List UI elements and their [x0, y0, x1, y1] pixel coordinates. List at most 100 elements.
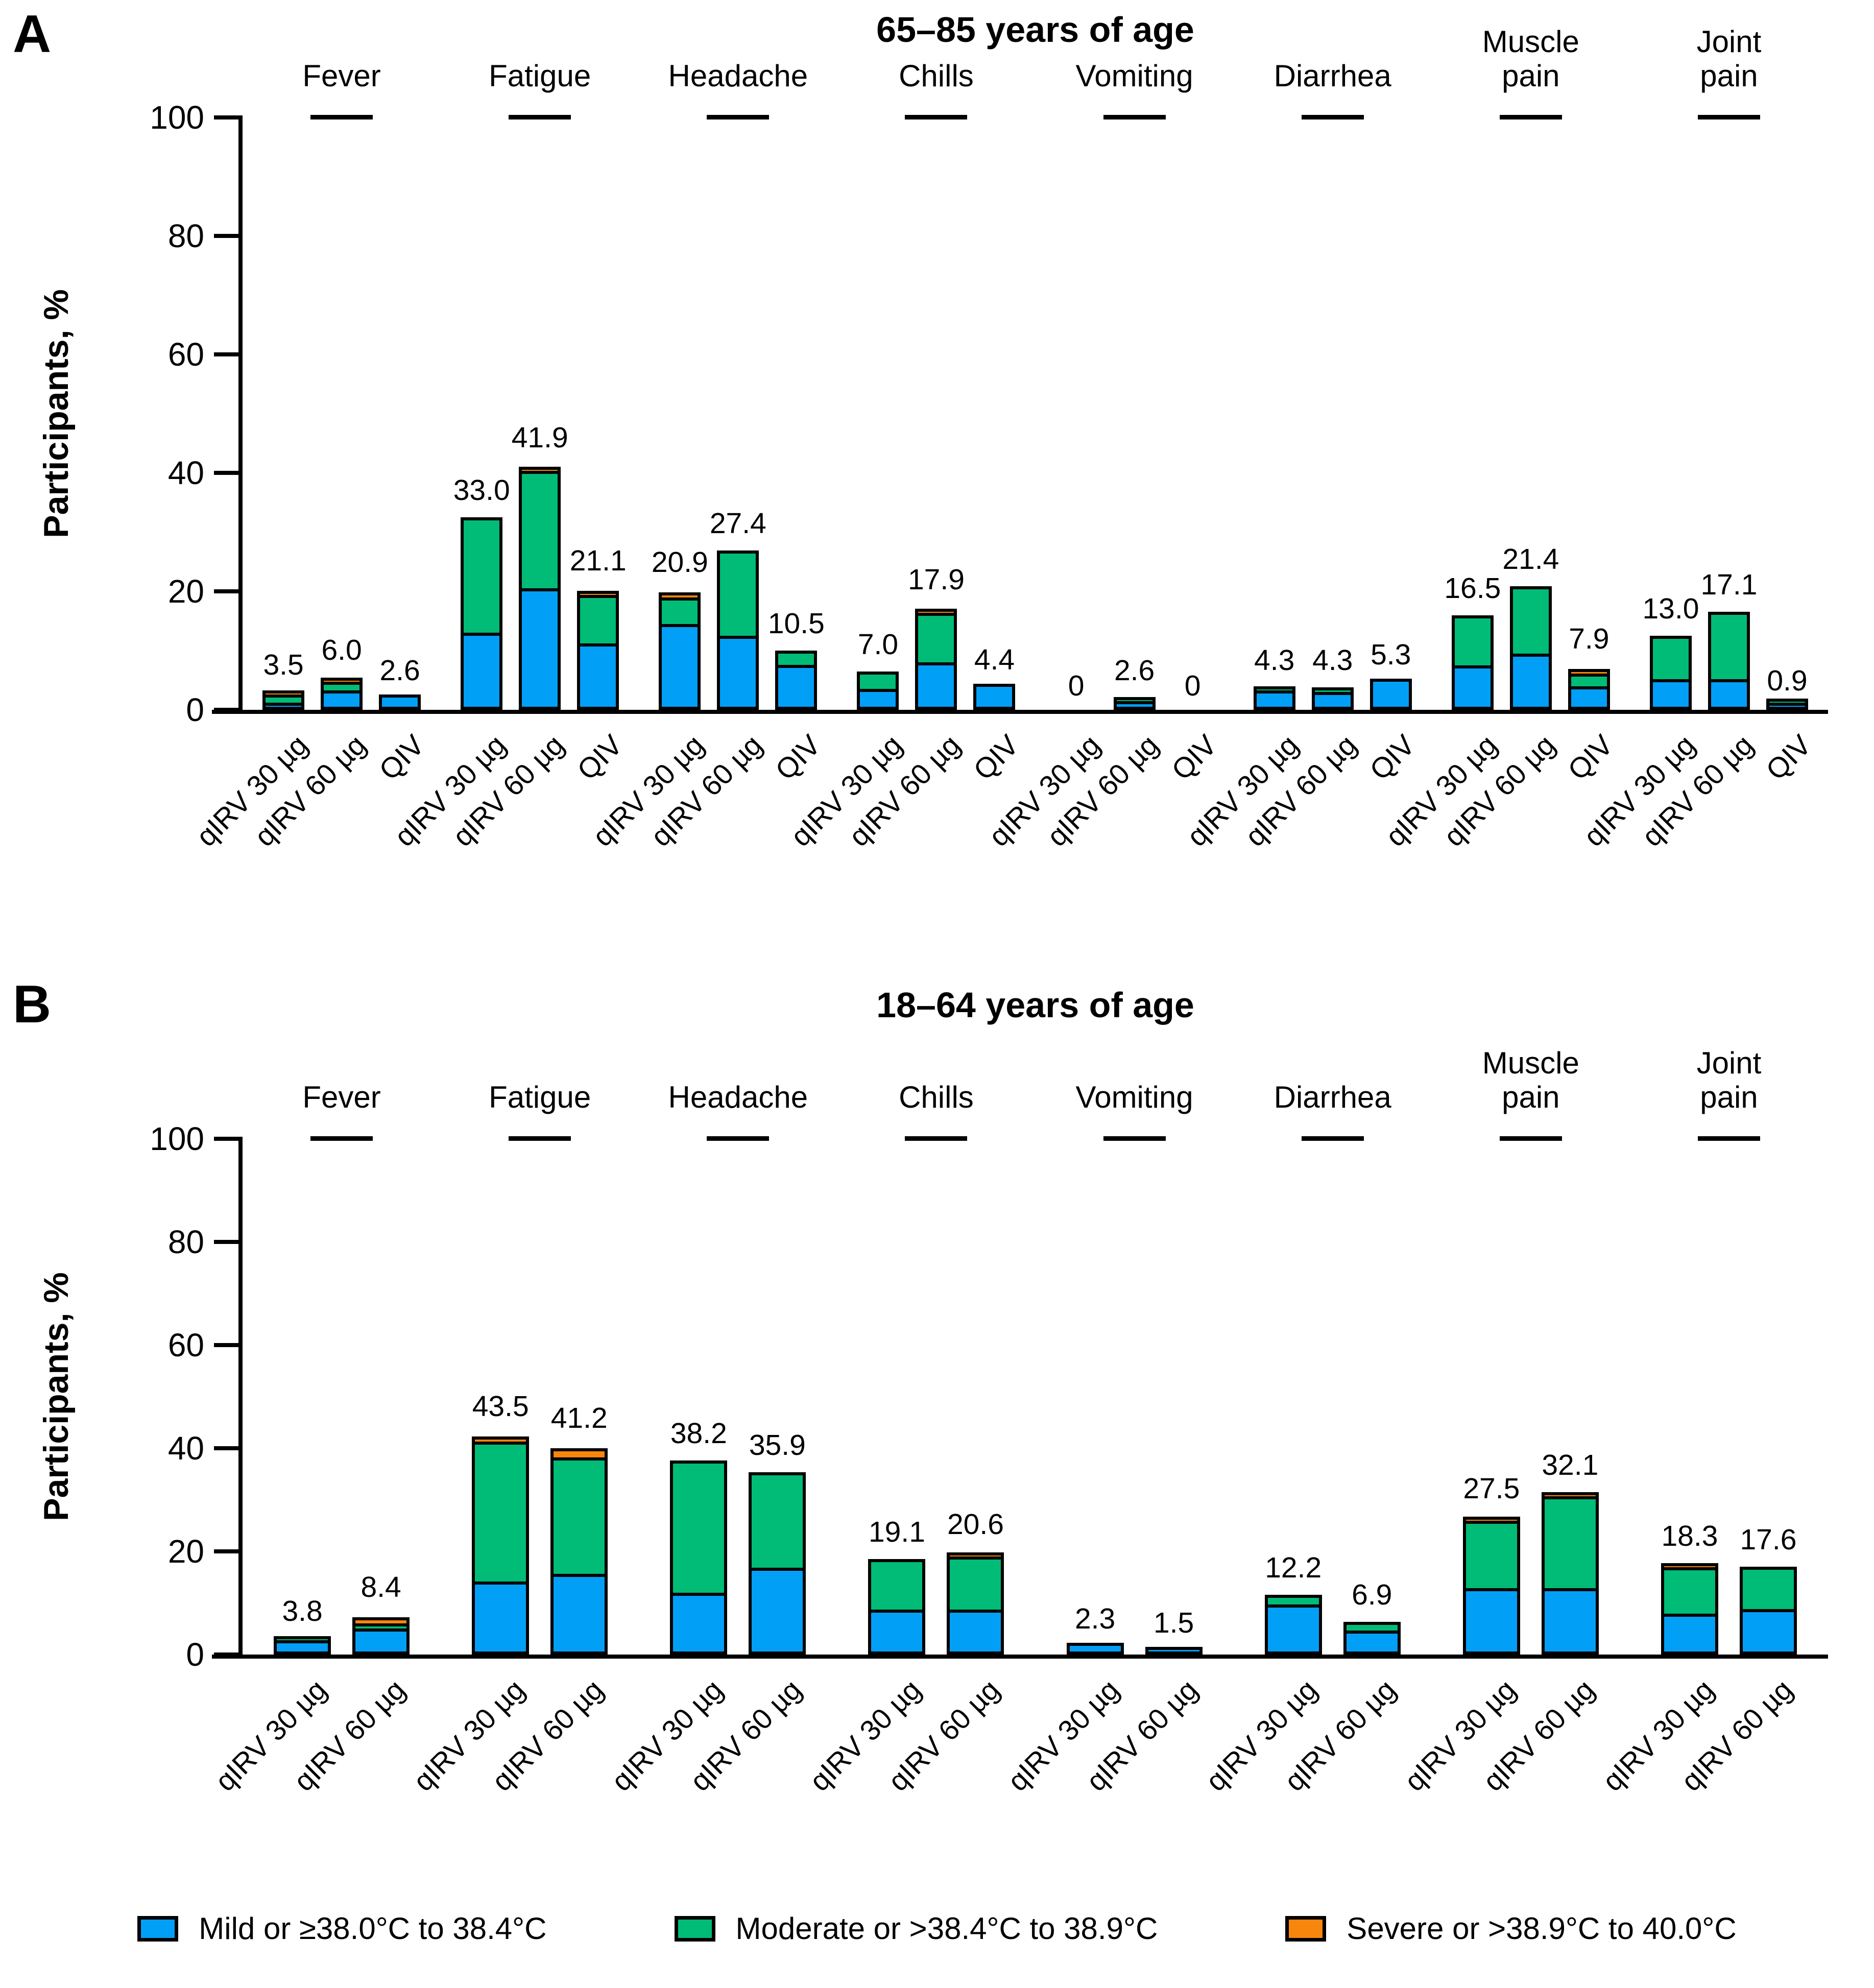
mild-segment: [670, 1592, 728, 1655]
category-underline: [707, 1136, 770, 1141]
mild-segment: [262, 703, 305, 710]
mild-segment: [472, 1581, 530, 1655]
bar-value-label: 2.3: [1074, 1602, 1116, 1635]
stacked-bar-qirv-30-µg: [1066, 1642, 1124, 1655]
category-header: Headache: [668, 58, 808, 93]
mild-segment: [1766, 703, 1808, 710]
y-tick-label: 80: [167, 1224, 204, 1260]
moderate-segment: [1462, 1521, 1520, 1591]
stacked-bar-qirv-60-µg: [352, 1617, 410, 1655]
bar-value-label: 21.4: [1502, 542, 1559, 576]
category-header: Fever: [302, 1080, 381, 1114]
legend-item-mild: Mild or ≥38.0°C to 38.4°C: [137, 1911, 547, 1946]
category-header: Joint pain: [1696, 1045, 1762, 1114]
category-underline: [905, 1136, 968, 1141]
mild-segment: [1541, 1588, 1599, 1655]
stacked-bar-qirv-30-µg: [857, 671, 899, 710]
y-tick-label: 60: [167, 1327, 204, 1363]
stacked-bar-qirv-30-µg: [1462, 1517, 1520, 1655]
bar-value-label: 17.1: [1700, 568, 1758, 601]
bar-value-label: 0: [1068, 669, 1085, 702]
x-tick-label: QIV: [967, 728, 1025, 786]
moderate-segment: [915, 612, 957, 666]
moderate-segment: [1649, 636, 1692, 682]
category-underline: [1301, 1136, 1364, 1141]
stacked-bar-qiv: [1766, 699, 1808, 710]
y-tick-mark: [214, 352, 238, 356]
bar-value-label: 4.4: [974, 643, 1015, 676]
y-tick-label: 20: [167, 573, 204, 610]
panel-a: A 65–85 years of age Participants, % 0 20…: [0, 0, 1874, 970]
stacked-bar-qirv-30-µg: [1661, 1563, 1718, 1655]
bar-value-label: 8.4: [361, 1571, 401, 1604]
bar-value-label: 2.6: [379, 654, 420, 687]
mild-segment: [1264, 1604, 1322, 1655]
panel-b-y-axis-line: [238, 1137, 243, 1659]
y-tick-mark: [214, 1549, 238, 1553]
category-underline: [1301, 115, 1364, 119]
stacked-bar-qiv: [1370, 678, 1412, 710]
category-underline: [1697, 115, 1760, 119]
category-header: Chills: [899, 58, 974, 93]
moderate-segment: [947, 1556, 1004, 1613]
bar-value-label: 0.9: [1767, 664, 1808, 697]
moderate-segment: [717, 550, 759, 639]
mild-segment: [461, 633, 503, 710]
mild-segment: [519, 588, 561, 710]
panel-b-x-axis-line: [212, 1655, 1828, 1659]
category-underline: [1499, 115, 1562, 119]
bar-value-label: 18.3: [1661, 1520, 1718, 1553]
stacked-bar-qiv: [379, 694, 421, 710]
bar-value-label: 19.1: [868, 1516, 925, 1549]
x-tick-label: QIV: [1561, 728, 1620, 786]
category-underline: [1103, 1136, 1166, 1141]
category-underline: [1697, 1136, 1760, 1141]
y-tick-mark: [214, 1137, 238, 1141]
y-tick-label: 0: [186, 1636, 204, 1673]
bar-value-label: 27.5: [1463, 1472, 1520, 1505]
mild-segment: [1311, 692, 1354, 710]
bar-value-label: 4.3: [1312, 644, 1353, 677]
moderate-segment: [868, 1559, 926, 1613]
stacked-bar-qirv-30-µg: [1253, 686, 1295, 710]
mild-segment: [1451, 665, 1494, 710]
bar-value-label: 43.5: [472, 1390, 529, 1423]
stacked-bar-qirv-60-µg: [321, 677, 363, 710]
legend-label-mild: Mild or ≥38.0°C to 38.4°C: [199, 1911, 547, 1946]
moderate-segment: [550, 1457, 608, 1577]
stacked-bar-qirv-60-µg: [1708, 611, 1750, 710]
category-underline: [1103, 115, 1166, 119]
bar-value-label: 6.0: [321, 634, 362, 667]
category-underline: [1499, 1136, 1562, 1141]
mild-segment: [1661, 1614, 1718, 1655]
panel-a-plot-area: 0 20 40 60 80 100 Fever 3.5 qIRV 30 µg 6.0 qIRV 60…: [150, 25, 1828, 852]
bar-value-label: 38.2: [670, 1417, 727, 1450]
mild-segment: [717, 636, 759, 710]
mild-segment: [659, 624, 701, 710]
stacked-bar-qirv-30-µg: [868, 1559, 926, 1655]
mild-segment: [1370, 678, 1412, 710]
panel-b-letter: B: [13, 975, 52, 1034]
y-tick-label: 60: [167, 336, 204, 373]
mild-segment: [274, 1640, 331, 1655]
category-header: Chills: [899, 1080, 974, 1114]
y-tick-mark: [214, 1652, 238, 1657]
moderate-segment: [472, 1441, 530, 1585]
stacked-bar-qirv-30-µg: [1451, 615, 1494, 710]
stacked-bar-qirv-60-µg: [947, 1552, 1004, 1655]
stacked-bar-qirv-60-µg: [915, 608, 957, 710]
bar-value-label: 3.5: [263, 649, 304, 682]
bar-value-label: 35.9: [749, 1429, 806, 1462]
y-tick-mark: [214, 708, 238, 712]
panel-b-title: 18–64 years of age: [876, 985, 1194, 1025]
stacked-bar-qirv-30-µg: [461, 517, 503, 710]
mild-segment: [1145, 1646, 1203, 1655]
category-underline: [509, 1136, 571, 1141]
mild-segment: [1066, 1642, 1124, 1655]
y-tick-label: 20: [167, 1533, 204, 1570]
legend-label-moderate: Moderate or >38.4°C to 38.9°C: [735, 1911, 1158, 1946]
x-tick-label: QIV: [768, 728, 827, 786]
mild-segment: [1509, 653, 1552, 710]
stacked-bar-qiv: [577, 591, 619, 710]
